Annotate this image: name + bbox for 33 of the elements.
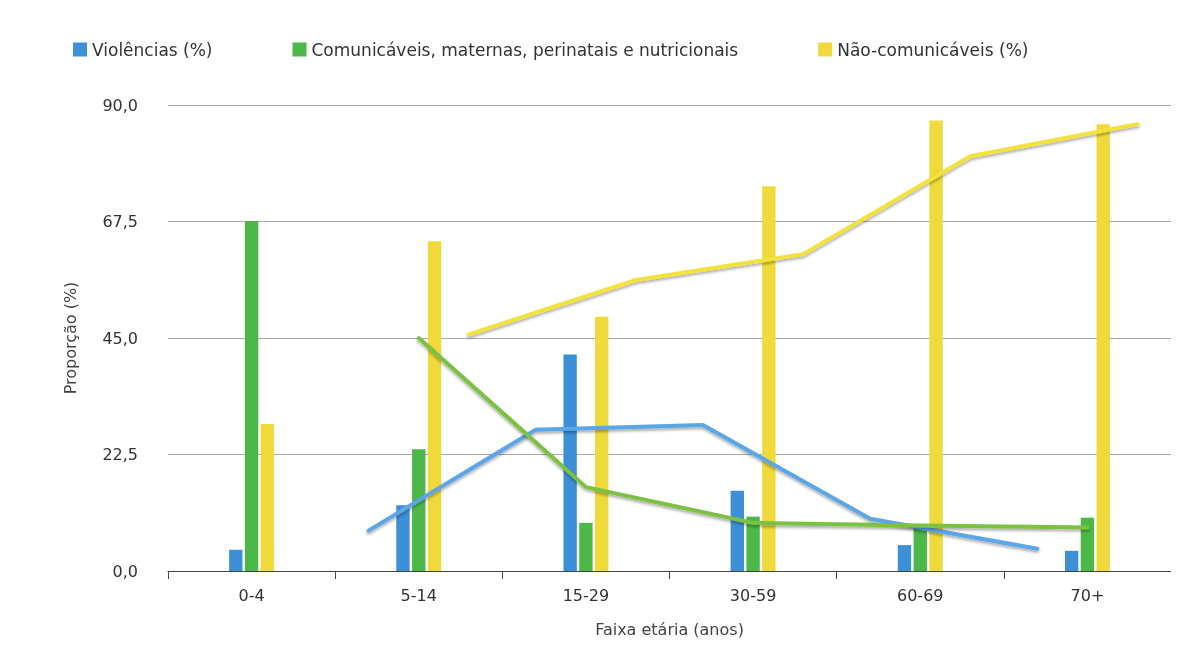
legend-label: Violências (%) bbox=[92, 39, 213, 60]
x-tick-label: 15-29 bbox=[562, 585, 610, 605]
bar bbox=[897, 545, 912, 571]
line-series bbox=[366, 422, 1040, 551]
bar bbox=[746, 516, 760, 571]
bar bbox=[1080, 517, 1095, 571]
bar bbox=[244, 220, 259, 571]
bar bbox=[579, 522, 593, 571]
x-tick-label: 5-14 bbox=[400, 585, 437, 605]
bar bbox=[427, 241, 442, 571]
bar bbox=[412, 449, 426, 571]
y-tick-label: 0,0 bbox=[112, 561, 138, 581]
y-tick-label: 22,5 bbox=[102, 445, 138, 464]
bar bbox=[913, 526, 927, 571]
x-tick-label: 30-59 bbox=[729, 585, 777, 605]
x-tick-label: 70+ bbox=[1070, 585, 1105, 605]
bar bbox=[730, 490, 744, 571]
x-tick-label: 60-69 bbox=[897, 585, 944, 605]
bar bbox=[563, 354, 577, 571]
bar bbox=[229, 549, 243, 571]
y-tick-label: 67,5 bbox=[102, 212, 138, 231]
x-axis-title: Faixa etária (anos) bbox=[595, 619, 744, 639]
bar bbox=[1064, 550, 1079, 571]
bar bbox=[595, 316, 609, 571]
line-series bbox=[416, 336, 1090, 530]
y-tick-label: 45,0 bbox=[102, 328, 138, 348]
y-tick-label: 90,0 bbox=[102, 95, 138, 115]
bar bbox=[396, 505, 410, 571]
y-axis-title: Proporção (%) bbox=[60, 281, 80, 395]
legend-label: Não-comunicáveis (%) bbox=[837, 39, 1029, 60]
legend-label: Comunicáveis, maternas, perinatais e nutricionais bbox=[311, 39, 739, 60]
x-tick-label: 0-4 bbox=[238, 585, 265, 605]
bar bbox=[260, 423, 275, 571]
